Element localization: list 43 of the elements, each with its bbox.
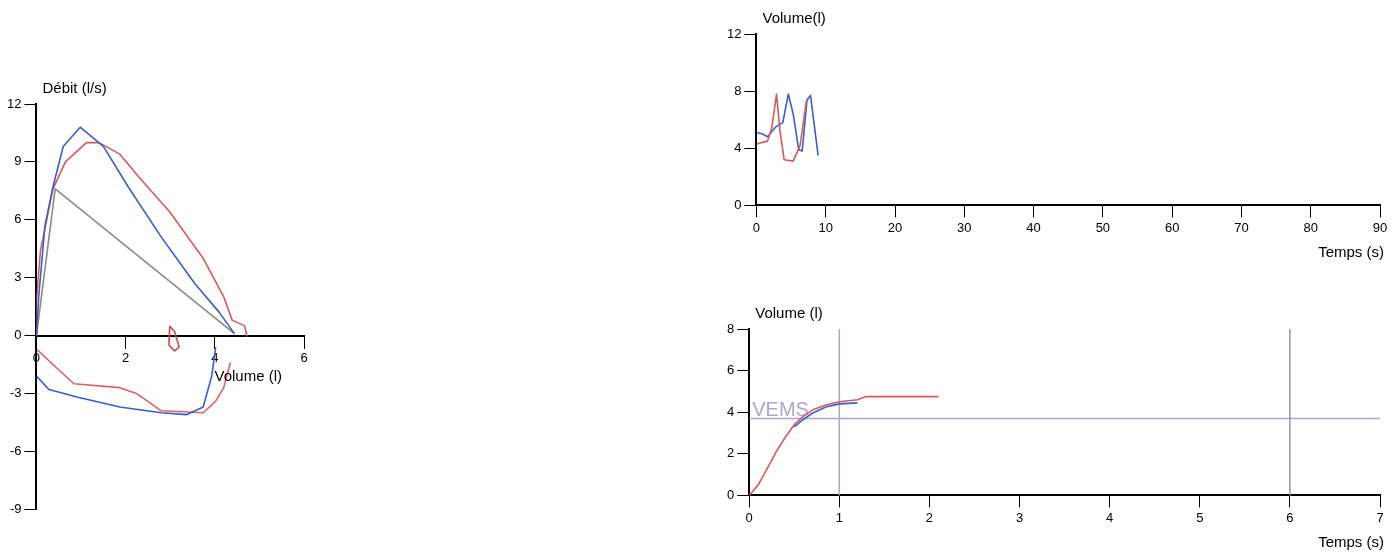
y-axis-title: Débit (l/s): [42, 78, 107, 96]
y-tick-label: -3: [9, 385, 22, 401]
y-tick-label: 8: [734, 82, 742, 98]
x-tick-label: 3: [1015, 509, 1024, 525]
y-tick-label: 4: [727, 403, 735, 419]
x-tick-label: 10: [818, 219, 833, 235]
x-tick-label: 6: [300, 349, 308, 365]
x-tick-label: 50: [1095, 219, 1111, 235]
y-tick-label: 3: [14, 269, 22, 285]
y-tick-label: 0: [14, 327, 22, 343]
x-tick-label: 6: [1286, 509, 1294, 525]
y-tick-label: -6: [9, 442, 22, 458]
x-tick-label: 90: [1372, 219, 1388, 235]
y-tick-label: 12: [6, 95, 22, 111]
y-tick-label: 9: [14, 153, 22, 169]
x-tick-label: 2: [122, 349, 130, 365]
x-tick-label: 0: [752, 219, 761, 235]
x-tick-label: 60: [1164, 219, 1180, 235]
x-tick-label: 1: [835, 509, 843, 525]
x-tick-label: 4: [1106, 509, 1114, 525]
y-tick-label: 12: [726, 25, 742, 41]
x-tick-label: 2: [925, 509, 934, 525]
y-tick-label: 8: [727, 320, 735, 336]
ref-line-label: VEMS: [752, 397, 809, 420]
y-tick-label: 6: [727, 362, 735, 378]
x-tick-label: 40: [1026, 219, 1041, 235]
x-tick-label: 7: [1376, 509, 1384, 525]
y-tick-label: 0: [727, 486, 735, 502]
x-tick-label: 70: [1234, 219, 1249, 235]
x-axis-title: Temps (s): [1318, 533, 1384, 551]
x-tick-label: 5: [1196, 509, 1204, 525]
x-tick-label: 0: [745, 509, 753, 525]
y-tick-label: 2: [727, 445, 735, 461]
x-axis-title: Volume (l): [214, 367, 282, 385]
x-tick-label: 20: [887, 219, 903, 235]
y-tick-label: 0: [734, 196, 742, 212]
y-tick-label: 4: [734, 139, 742, 155]
y-axis-title: Volume (l): [755, 303, 823, 321]
x-axis-title: Temps (s): [1318, 243, 1384, 261]
x-tick-label: 80: [1303, 219, 1318, 235]
x-tick-label: 30: [957, 219, 972, 235]
y-axis-title: Volume(l): [762, 8, 826, 26]
y-tick-label: -9: [9, 500, 22, 516]
